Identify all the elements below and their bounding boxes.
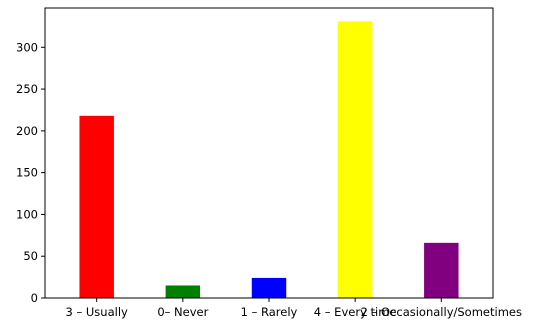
x-tick-label-4: 2 – Occasionally/Sometimes [361, 305, 522, 319]
y-tick-label-5: 250 [16, 82, 38, 96]
bar-4 [424, 242, 459, 298]
x-tick-label-0: 3 – Usually [66, 305, 129, 319]
y-tick-label-1: 50 [23, 249, 38, 263]
x-tick-label-3: 4 – Every time [314, 305, 397, 319]
x-axis: 3 – Usually 0– Never 1 – Rarely 4 – Every t… [66, 298, 522, 319]
bar-2 [251, 277, 287, 298]
y-axis: 0 50 100 150 200 250 300 [16, 40, 45, 305]
x-tick-label-1: 0– Never [157, 305, 208, 319]
y-tick-label-4: 200 [16, 124, 38, 138]
bar-0 [79, 115, 114, 298]
x-tick-label-2: 1 – Rarely [241, 305, 298, 319]
y-tick-label-2: 100 [16, 207, 38, 221]
bar-3 [337, 21, 373, 298]
y-tick-label-6: 300 [16, 40, 38, 54]
y-tick-label-0: 0 [31, 291, 38, 305]
bars-group [79, 21, 459, 298]
y-tick-label-3: 150 [16, 166, 38, 180]
bar-1 [165, 285, 201, 298]
